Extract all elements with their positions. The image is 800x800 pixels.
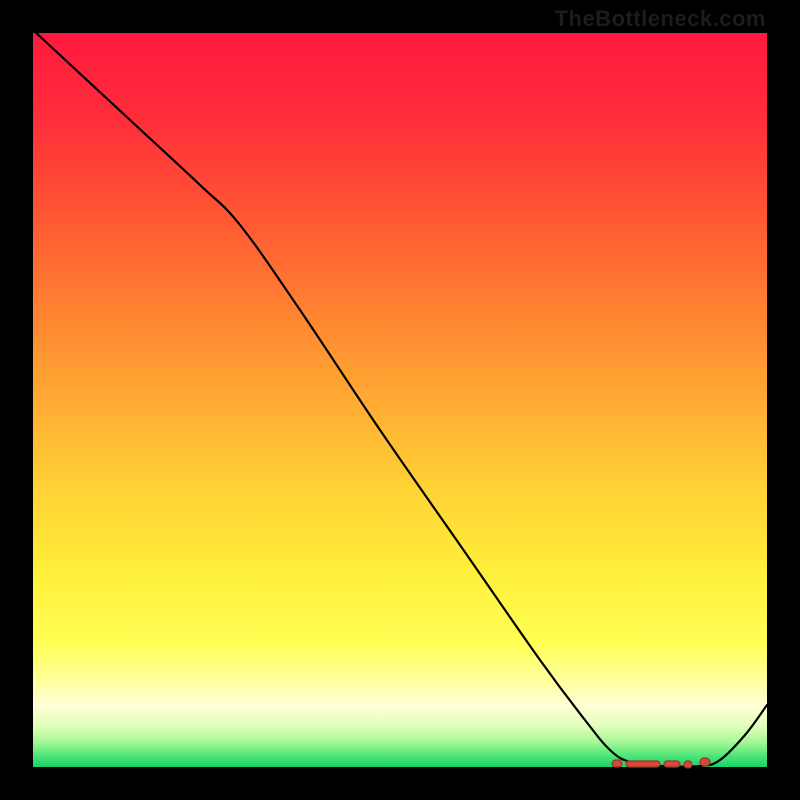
plot-area	[33, 33, 767, 767]
heat-gradient	[33, 33, 767, 767]
watermark-text: TheBottleneck.com	[555, 6, 766, 32]
chart-stage: TheBottleneck.com	[0, 0, 800, 800]
